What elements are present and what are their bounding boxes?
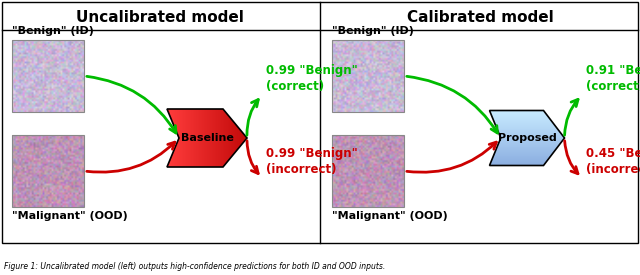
Bar: [12, 40, 84, 112]
Text: "Benign" (ID): "Benign" (ID): [332, 26, 414, 36]
Bar: [332, 135, 404, 207]
Text: Calibrated model: Calibrated model: [406, 10, 554, 26]
Text: 0.99 "Benign"
(incorrect): 0.99 "Benign" (incorrect): [266, 147, 358, 176]
Text: Baseline: Baseline: [180, 133, 234, 143]
Text: "Malignant" (OOD): "Malignant" (OOD): [12, 211, 128, 221]
Text: "Malignant" (OOD): "Malignant" (OOD): [332, 211, 448, 221]
Text: Uncalibrated model: Uncalibrated model: [76, 10, 244, 26]
Text: Proposed: Proposed: [498, 133, 556, 143]
Text: Figure 1: Uncalibrated model (left) outputs high-confidence predictions for both: Figure 1: Uncalibrated model (left) outp…: [4, 262, 385, 271]
Bar: [12, 135, 84, 207]
Text: 0.45 "Benign"
(incorrect): 0.45 "Benign" (incorrect): [586, 147, 640, 176]
Text: 0.99 "Benign"
(correct): 0.99 "Benign" (correct): [266, 64, 358, 93]
Text: 0.91 "Benign"
(correct): 0.91 "Benign" (correct): [586, 64, 640, 93]
Bar: [332, 40, 404, 112]
Text: "Benign" (ID): "Benign" (ID): [12, 26, 94, 36]
Bar: [2, 2, 638, 243]
